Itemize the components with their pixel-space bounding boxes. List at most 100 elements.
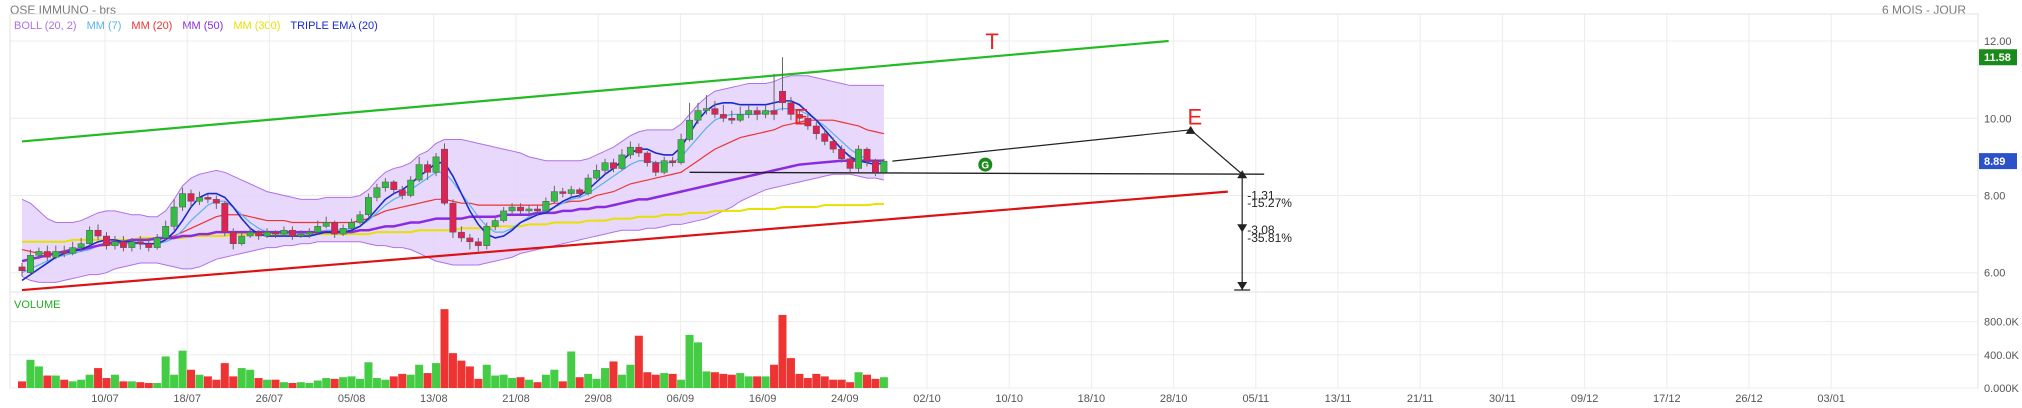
volume-bar bbox=[626, 364, 635, 388]
x-tick-label: 05/08 bbox=[338, 393, 366, 405]
x-tick-label: 03/01 bbox=[1817, 393, 1845, 405]
candle-body bbox=[162, 226, 170, 239]
candle-body bbox=[812, 125, 820, 134]
x-tick-label: 26/07 bbox=[256, 393, 284, 405]
candle-body bbox=[787, 102, 795, 115]
volume-bar bbox=[322, 378, 331, 388]
volume-bar bbox=[601, 368, 610, 388]
volume-bar bbox=[677, 379, 686, 388]
legend-item-3[interactable]: MM (50) bbox=[182, 20, 224, 32]
volume-bar bbox=[550, 369, 559, 388]
candle-body bbox=[204, 197, 212, 200]
candle-body bbox=[196, 197, 203, 202]
volume-bar bbox=[237, 368, 246, 388]
current-price-badge bbox=[1979, 153, 2017, 170]
candle-body bbox=[94, 229, 102, 237]
volume-bar bbox=[110, 374, 119, 388]
candle-body bbox=[280, 229, 288, 235]
candle-body bbox=[593, 170, 601, 179]
legend-item-4[interactable]: MM (300) bbox=[233, 20, 281, 32]
volume-bar bbox=[187, 369, 195, 388]
projection-path bbox=[892, 129, 1243, 175]
candle-body bbox=[331, 222, 339, 235]
candle-body bbox=[390, 181, 398, 190]
volume-bar bbox=[837, 379, 846, 388]
pattern-label: E bbox=[1188, 104, 1203, 129]
volume-bar bbox=[643, 372, 652, 388]
candle-body bbox=[846, 158, 854, 169]
candle-body bbox=[373, 187, 381, 198]
candle-body bbox=[179, 193, 187, 208]
candle-body bbox=[60, 251, 68, 254]
volume-bar bbox=[803, 378, 812, 388]
candle-body bbox=[27, 255, 34, 273]
last-price-badge bbox=[1979, 49, 2017, 66]
volume-bar bbox=[491, 375, 500, 388]
candle-body bbox=[348, 222, 356, 229]
x-tick-label: 18/10 bbox=[1078, 393, 1106, 405]
volume-bar bbox=[744, 376, 753, 388]
candle-body bbox=[77, 243, 85, 248]
candle-body bbox=[365, 197, 372, 216]
volume-bar bbox=[178, 350, 187, 388]
volume-bar bbox=[246, 369, 255, 388]
candle-body bbox=[669, 160, 677, 163]
candle-body bbox=[795, 114, 803, 119]
candle-body bbox=[305, 231, 313, 235]
volume-bar bbox=[567, 351, 576, 388]
volume-bar bbox=[372, 378, 381, 388]
trendline-red-support bbox=[21, 190, 1228, 292]
candle-body bbox=[212, 199, 220, 204]
y-tick-label: 6.00 bbox=[1984, 268, 2005, 280]
volume-bar bbox=[694, 342, 702, 388]
candle-body bbox=[415, 164, 423, 181]
candle-body bbox=[483, 226, 491, 246]
candle-body bbox=[111, 241, 119, 246]
candle-body bbox=[474, 241, 482, 246]
candle-body bbox=[86, 229, 94, 244]
volume-bar bbox=[879, 377, 888, 388]
candle-body bbox=[567, 189, 575, 194]
x-tick-label: 13/11 bbox=[1325, 393, 1352, 405]
candle-body bbox=[145, 243, 153, 248]
volume-bar bbox=[770, 364, 779, 388]
volume-bar bbox=[474, 378, 483, 388]
volume-bar bbox=[820, 376, 829, 388]
volume-bar bbox=[85, 374, 94, 388]
volume-bar bbox=[727, 374, 736, 388]
candle-body bbox=[297, 233, 305, 237]
legend-item-1[interactable]: MM (7) bbox=[86, 20, 122, 32]
y-tick-label: 8.00 bbox=[1984, 190, 2005, 202]
candle-body bbox=[677, 139, 685, 163]
x-tick-label: 10/10 bbox=[995, 393, 1023, 405]
candle-body bbox=[52, 251, 60, 258]
volume-bar bbox=[558, 381, 567, 388]
signal-label: G bbox=[981, 161, 989, 172]
volume-bar bbox=[525, 379, 533, 388]
volume-bar bbox=[203, 376, 212, 388]
candle-body bbox=[500, 210, 508, 221]
candle-body bbox=[660, 160, 668, 173]
volume-bar bbox=[761, 376, 770, 388]
candle-body bbox=[43, 251, 51, 258]
legend-item-5[interactable]: TRIPLE EMA (20) bbox=[290, 20, 378, 32]
legend-item-2[interactable]: MM (20) bbox=[131, 20, 173, 32]
candle-body bbox=[753, 110, 761, 115]
candle-body bbox=[550, 191, 558, 202]
volume-bar bbox=[406, 374, 415, 388]
signal-marker bbox=[978, 157, 993, 172]
volume-bar bbox=[271, 379, 280, 388]
volume-bar bbox=[854, 372, 863, 388]
bollinger-lower-line bbox=[21, 173, 885, 283]
candle-body bbox=[136, 241, 144, 244]
candle-body bbox=[153, 237, 161, 248]
volume-bar bbox=[753, 376, 762, 388]
volume-bar bbox=[389, 376, 398, 388]
y-tick-label: 12.00 bbox=[1984, 36, 2012, 48]
volume-bar bbox=[533, 382, 542, 388]
x-tick-label: 18/07 bbox=[173, 393, 201, 405]
volume-bar bbox=[710, 372, 719, 388]
volume-bar bbox=[448, 353, 457, 388]
legend-item-0[interactable]: BOLL (20, 2) bbox=[14, 20, 77, 32]
